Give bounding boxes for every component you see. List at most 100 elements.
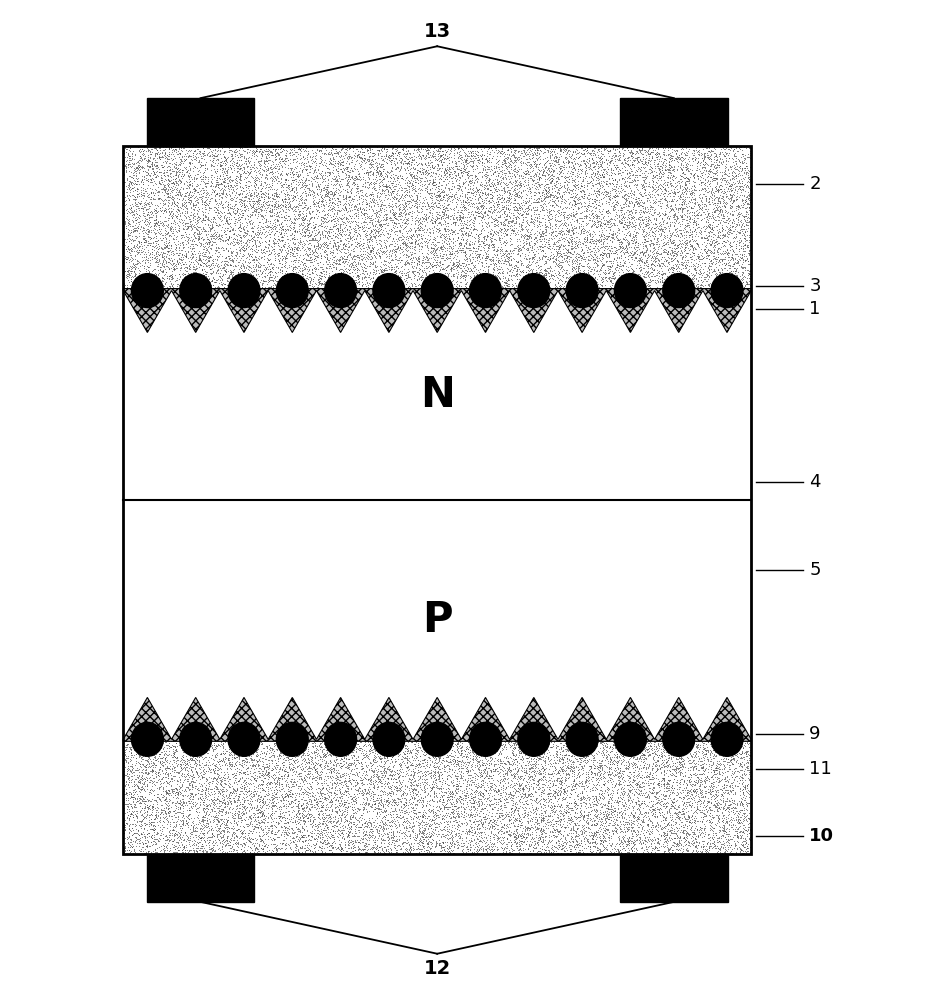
Point [743,182,758,198]
Point [199,830,214,846]
Point [125,791,140,807]
Point [495,255,510,271]
Point [700,744,715,760]
Point [658,811,673,827]
Point [582,739,597,755]
Point [412,253,427,269]
Point [716,266,731,282]
Point [734,770,749,786]
Point [538,761,553,777]
Point [351,775,366,791]
Point [181,266,196,282]
Point [605,270,620,286]
Point [455,168,470,184]
Point [550,772,565,788]
Point [347,226,362,242]
Point [345,816,360,832]
Point [507,751,522,767]
Point [152,247,167,263]
Point [569,828,584,844]
Point [224,830,239,846]
Point [375,804,390,820]
Point [431,234,446,250]
Point [581,746,596,762]
Point [417,816,432,832]
Point [313,790,328,806]
Point [150,236,165,252]
Point [297,172,312,188]
Point [535,184,550,200]
Point [634,208,650,224]
Point [293,141,308,157]
Point [394,235,409,251]
Point [509,211,524,227]
Point [301,769,316,785]
Point [151,833,166,849]
Point [670,781,685,797]
Point [204,273,219,289]
Point [314,775,329,791]
Point [254,183,269,199]
Point [706,159,721,175]
Point [173,187,188,203]
Point [598,808,613,824]
Point [469,766,484,782]
Point [418,732,433,748]
Point [601,282,616,298]
Point [503,844,518,860]
Point [279,800,294,816]
Point [654,755,669,771]
Point [245,142,260,158]
Point [161,172,176,188]
Point [194,274,209,290]
Point [716,208,731,224]
Point [572,795,588,811]
Point [192,834,207,850]
Point [538,221,553,237]
Point [595,146,610,162]
Point [377,769,392,785]
Point [450,165,465,181]
Point [610,224,625,240]
Point [401,841,416,857]
Point [221,248,236,264]
Point [622,819,637,835]
Point [499,804,514,820]
Point [292,272,307,288]
Point [125,765,140,781]
Point [732,757,747,773]
Point [579,766,594,782]
Point [666,172,681,188]
Point [607,803,622,819]
Point [569,795,584,811]
Point [229,792,244,808]
Point [429,176,444,192]
Point [510,226,525,242]
Point [534,765,549,781]
Point [448,792,463,808]
Point [494,819,509,835]
Point [484,770,499,786]
Point [324,802,339,818]
Point [415,245,430,261]
Point [478,783,494,799]
Point [640,258,655,274]
Point [192,245,207,261]
Point [256,221,271,237]
Point [733,739,748,755]
Point [313,193,328,209]
Point [515,221,530,237]
Point [363,190,378,206]
Point [633,281,648,297]
Point [563,165,578,181]
Point [502,209,517,225]
Point [701,271,716,287]
Point [471,208,486,224]
Point [643,764,658,780]
Point [719,834,734,850]
Point [130,219,145,235]
Point [258,174,273,190]
Point [173,251,188,267]
Point [693,843,708,859]
Point [603,273,618,289]
